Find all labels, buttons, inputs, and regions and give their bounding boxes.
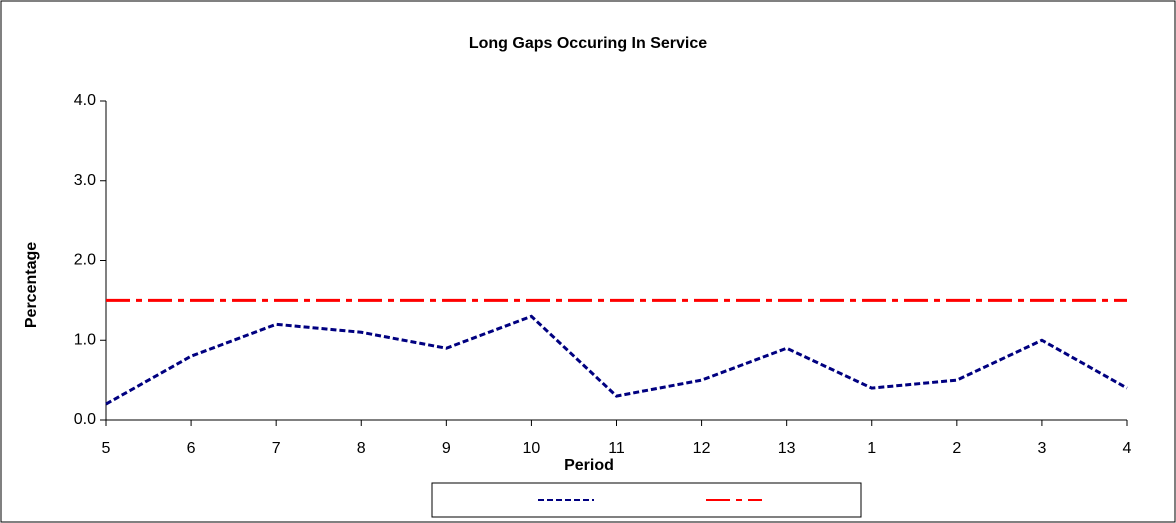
x-tick-label: 4 (1123, 440, 1132, 457)
x-axis-label: Period (564, 457, 614, 474)
x-tick-label: 6 (187, 440, 196, 457)
legend (431, 482, 862, 518)
y-tick-label: 2.0 (74, 252, 96, 269)
x-tick-label: 2 (952, 440, 961, 457)
x-tick-label: 8 (357, 440, 366, 457)
x-tick-label: 12 (693, 440, 711, 457)
x-tick-label: 1 (867, 440, 876, 457)
x-tick-label: 10 (523, 440, 541, 457)
x-tick-label: 11 (608, 440, 625, 457)
x-tick-label: 13 (778, 440, 796, 457)
x-tick-label: 3 (1037, 440, 1046, 457)
y-tick-label: 1.0 (74, 331, 96, 348)
x-tick-label: 7 (272, 440, 281, 457)
y-tick-label: 4.0 (74, 92, 96, 109)
x-tick-label: 9 (442, 440, 451, 457)
x-tick-label: 5 (102, 440, 111, 457)
y-tick-label: 0.0 (74, 411, 96, 428)
y-tick-label: 3.0 (74, 172, 96, 189)
y-axis-label: Percentage (23, 242, 40, 328)
series-line (105, 314, 1128, 406)
chart-title: Long Gaps Occuring In Service (469, 35, 707, 52)
